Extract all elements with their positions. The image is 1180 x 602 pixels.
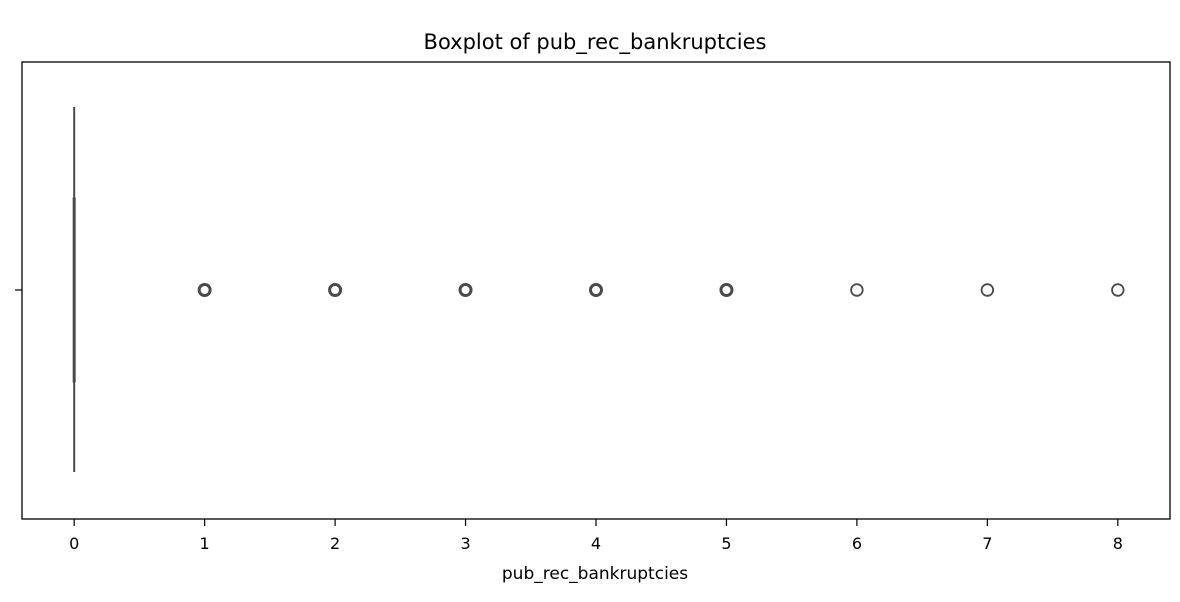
outlier-point: [1111, 283, 1125, 297]
x-tick-label: 2: [330, 534, 340, 553]
outlier-point: [197, 283, 212, 297]
x-tick-label: 6: [852, 534, 862, 553]
x-tick-label: 4: [591, 534, 601, 553]
x-tick-label: 1: [200, 534, 210, 553]
outlier-point: [980, 283, 995, 297]
outliers: [197, 283, 1125, 297]
x-tick-label: 7: [982, 534, 992, 553]
x-tick-label: 8: [1113, 534, 1123, 553]
outlier-point: [458, 283, 473, 297]
x-tick-label: 0: [69, 534, 79, 553]
outlier-point: [328, 283, 343, 297]
outlier-point: [850, 283, 864, 297]
x-tick-label: 5: [721, 534, 731, 553]
outlier-point: [719, 283, 734, 297]
x-axis-label: pub_rec_bankruptcies: [502, 564, 688, 584]
box-element: [72, 107, 76, 472]
plot-area-frame: [21, 61, 1171, 520]
outlier-point: [589, 283, 603, 297]
x-axis-ticks: 0 1 2 3 4 5 6 7 8: [69, 519, 1123, 553]
x-tick-label: 3: [460, 534, 470, 553]
chart-title: Boxplot of pub_rec_bankruptcies: [424, 30, 767, 55]
